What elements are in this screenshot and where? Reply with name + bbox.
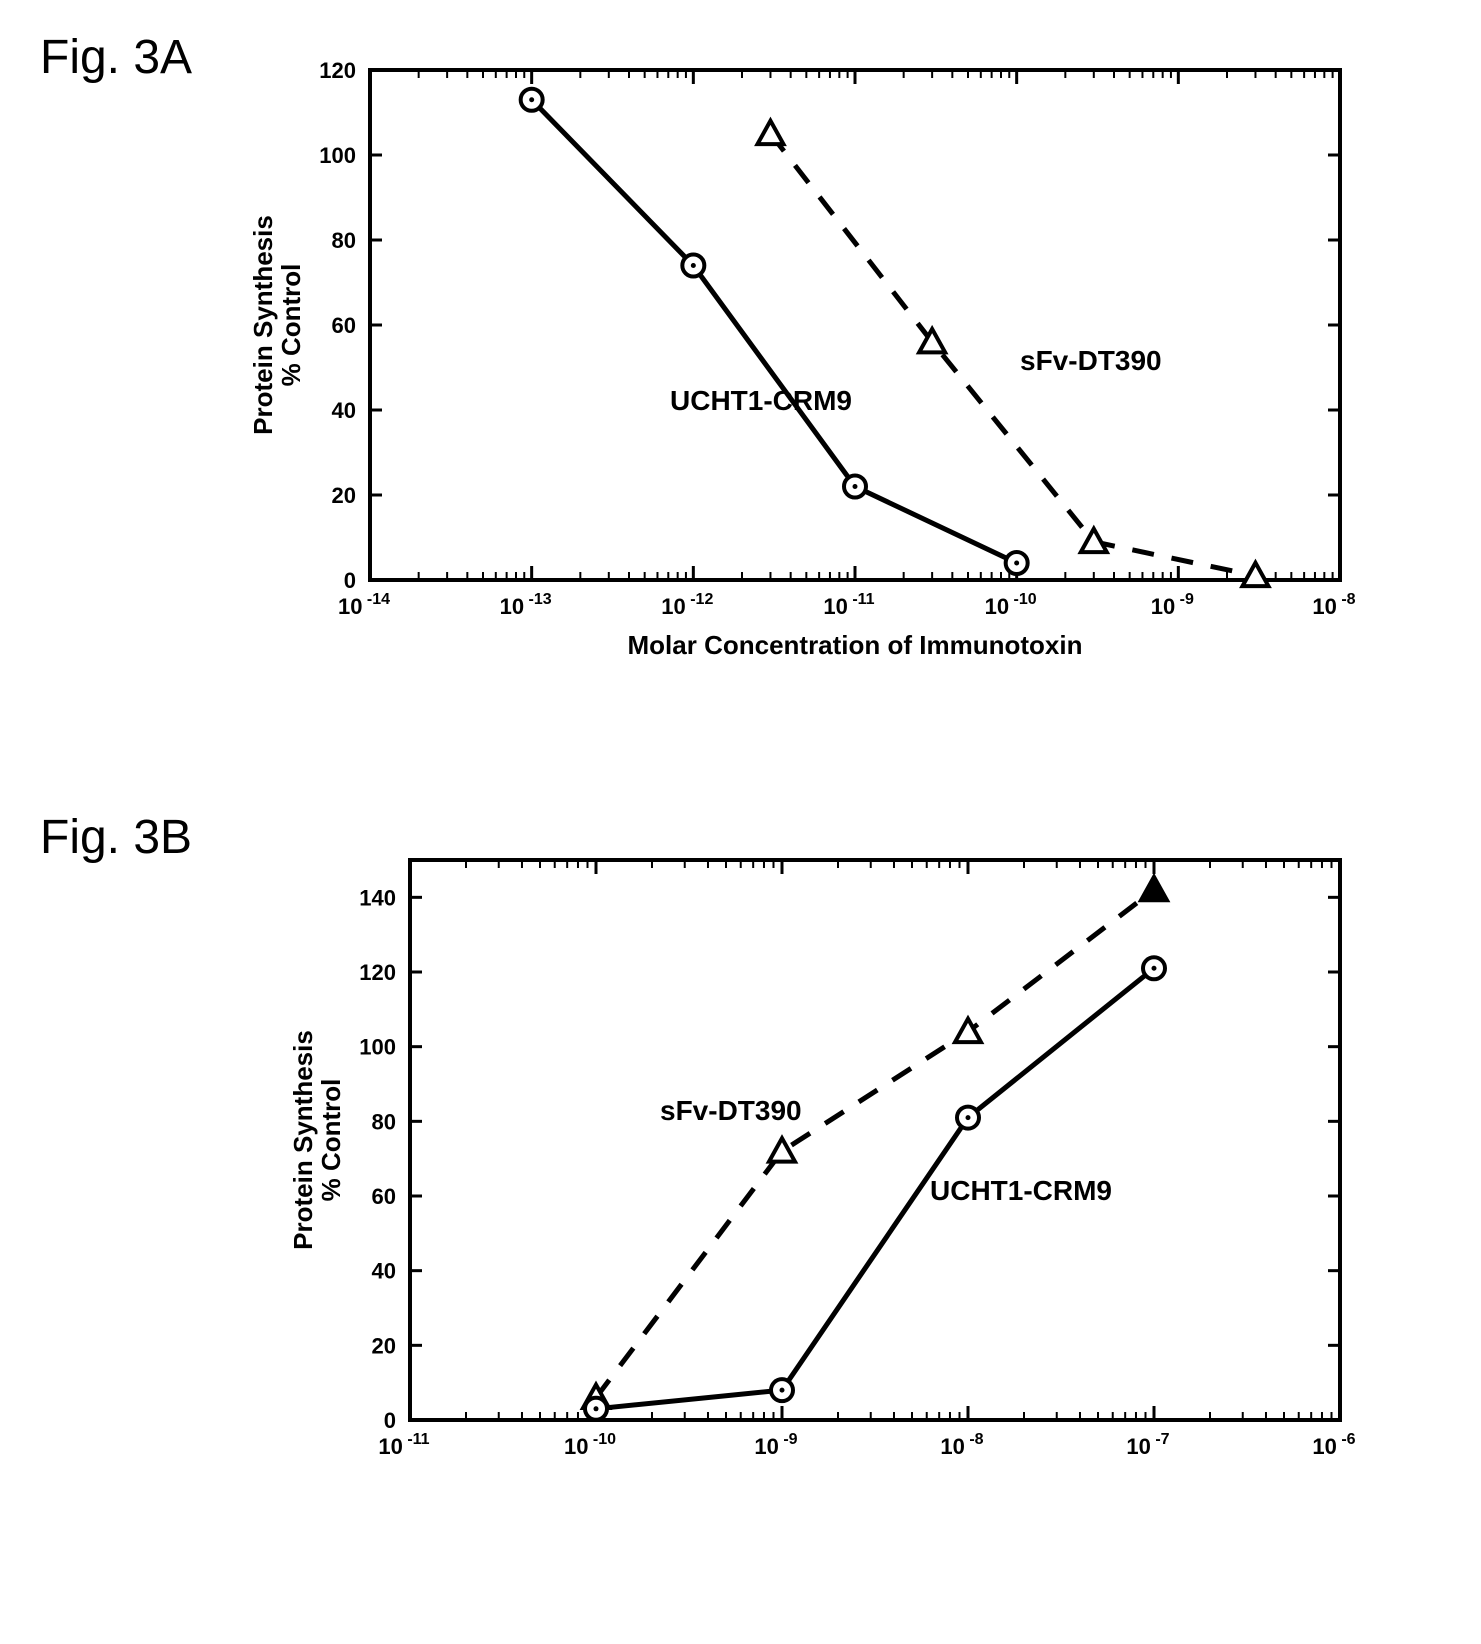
figure-a-label: Fig. 3A [40,30,192,85]
svg-text:UCHT1-CRM9: UCHT1-CRM9 [930,1175,1112,1206]
svg-text:140: 140 [359,885,396,910]
svg-text:10 -14: 10 -14 [338,591,390,619]
svg-text:10 -10: 10 -10 [564,1431,616,1459]
svg-text:0: 0 [344,568,356,593]
figure-b-label: Fig. 3B [40,810,192,865]
svg-text:UCHT1-CRM9: UCHT1-CRM9 [670,385,852,416]
svg-text:10 -11: 10 -11 [823,591,874,619]
svg-text:10 -11: 10 -11 [378,1431,429,1459]
svg-text:40: 40 [332,398,356,423]
svg-text:20: 20 [332,483,356,508]
svg-text:40: 40 [372,1259,396,1284]
figure-a-chart: 0 20 40 60 80 100 120 10 -14 10 -13 10 -12 10 -11 1… [240,40,1380,680]
svg-text:Molar Concentration of Immunot: Molar Concentration of Immunotoxin [628,630,1083,660]
svg-text:Protein Synthesis% Control: Protein Synthesis% Control [248,215,306,435]
svg-text:10 -7: 10 -7 [1126,1431,1169,1459]
svg-text:20: 20 [372,1333,396,1358]
svg-text:120: 120 [359,960,396,985]
svg-text:10 -9: 10 -9 [1151,591,1194,619]
svg-text:Protein Synthesis% Control: Protein Synthesis% Control [288,1030,346,1250]
svg-text:sFv-DT390: sFv-DT390 [660,1095,802,1126]
svg-text:10 -9: 10 -9 [754,1431,797,1459]
svg-text:10 -8: 10 -8 [940,1431,983,1459]
svg-text:sFv-DT390: sFv-DT390 [1020,345,1162,376]
svg-text:10 -13: 10 -13 [500,591,552,619]
svg-text:100: 100 [359,1035,396,1060]
svg-text:80: 80 [372,1109,396,1134]
svg-text:60: 60 [332,313,356,338]
svg-text:60: 60 [372,1184,396,1209]
svg-text:10 -8: 10 -8 [1312,591,1355,619]
svg-text:80: 80 [332,228,356,253]
svg-text:100: 100 [319,143,356,168]
svg-text:10 -12: 10 -12 [661,591,713,619]
figure-b-chart: 0 20 40 60 80 100 120 140 10 -11 10 -10 10 -9 10 -8… [280,830,1380,1510]
svg-text:120: 120 [319,58,356,83]
svg-text:0: 0 [384,1408,396,1433]
svg-text:10 -6: 10 -6 [1312,1431,1355,1459]
svg-text:10 -10: 10 -10 [985,591,1037,619]
